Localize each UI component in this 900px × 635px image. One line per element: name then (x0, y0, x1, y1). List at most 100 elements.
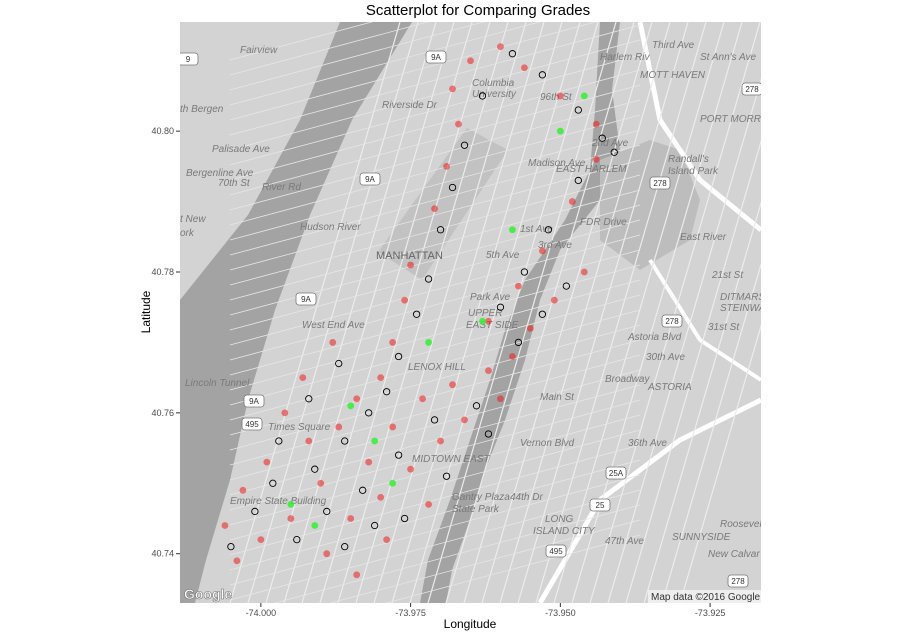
point-red (437, 437, 444, 445)
map-label: Madison Ave (528, 158, 586, 169)
map-label: Gantry Plaza (452, 492, 510, 503)
point-black (365, 409, 373, 417)
map-label: t New (180, 214, 206, 225)
scatter-points (221, 43, 618, 579)
street-line (229, 189, 641, 301)
map-label: 44th Dr (510, 492, 543, 503)
route-shield-bg (727, 574, 749, 588)
street-line (247, 22, 419, 603)
point-green (371, 437, 379, 445)
point-red (347, 515, 355, 522)
point-black (323, 507, 331, 516)
map-label: LONG (545, 514, 574, 525)
point-black (311, 465, 319, 473)
route-shield-bg (243, 394, 265, 408)
street-line (229, 39, 641, 151)
map-label: State Park (452, 504, 500, 515)
street-line (229, 234, 641, 346)
street-line (229, 69, 641, 181)
street-line (385, 534, 641, 603)
map-label: LENOX HILL (408, 362, 466, 373)
map-label: University (472, 89, 517, 100)
street-line (229, 249, 641, 361)
map-label: 2nd Ave (591, 138, 629, 149)
street-line (535, 22, 707, 603)
point-red (592, 155, 600, 163)
route-shield: 278 (661, 314, 683, 328)
route-shield: 278 (727, 574, 749, 588)
route-shield-bg (359, 172, 381, 186)
point-red (449, 381, 456, 389)
central-park (378, 128, 508, 280)
route-shield-bg (661, 314, 683, 328)
point-red (263, 458, 271, 466)
point-black (442, 472, 451, 480)
street-line (319, 22, 491, 603)
street-line (499, 22, 671, 603)
route-shield-label: 25 (596, 501, 605, 510)
point-black (424, 275, 433, 283)
route-shield-label: 9 (186, 55, 191, 64)
map-label: Park Ave (470, 292, 510, 303)
point-red (377, 493, 385, 501)
hudson-river (180, 22, 412, 603)
point-red (497, 43, 504, 51)
street-line (373, 22, 545, 603)
map-label: Riverside Dr (382, 100, 438, 111)
street-line (229, 324, 641, 436)
point-green (509, 226, 516, 234)
route-shield-bg (605, 466, 627, 480)
street-line (481, 22, 653, 603)
point-black (371, 521, 379, 530)
point-red (407, 465, 415, 473)
map-label: 5th Ave (486, 250, 520, 261)
map-label: 47th Ave (605, 536, 644, 547)
point-black (610, 148, 618, 156)
point-red (365, 458, 373, 466)
highway (637, 22, 761, 232)
point-red (221, 522, 229, 529)
map-label: Vernon Blvd (520, 438, 575, 449)
point-red (467, 57, 474, 65)
point-red (485, 317, 492, 325)
point-red (568, 198, 576, 205)
point-red (239, 486, 247, 494)
point-black (562, 282, 570, 290)
point-green (347, 402, 355, 410)
point-black (394, 352, 403, 361)
point-black (538, 71, 547, 79)
point-red (538, 247, 546, 255)
map-label: West End Ave (302, 320, 365, 331)
map-label: MIDTOWN EAST (412, 454, 490, 465)
map-label: Astoria Blvd (627, 332, 682, 343)
map-label: Palisade Ave (212, 144, 270, 155)
point-red (389, 423, 397, 431)
street-line (229, 219, 641, 331)
route-shield-label: 9A (301, 295, 311, 304)
y-axis-title: Latitude (139, 290, 153, 333)
street-line (463, 22, 635, 603)
route-shield: 25 (589, 498, 611, 512)
map-label: 1st Ave (520, 224, 553, 235)
point-black (508, 50, 517, 58)
street-line (517, 22, 689, 603)
x-tick-label: -74.000 (246, 608, 277, 618)
street-line (229, 99, 641, 211)
point-black (227, 543, 235, 551)
point-black (598, 134, 606, 142)
street-line (229, 384, 641, 496)
route-shield-bg (649, 176, 671, 190)
point-black (400, 514, 409, 523)
point-red (521, 64, 528, 72)
map-label: Roosevelt (720, 519, 766, 530)
point-red (485, 367, 492, 374)
street-line (229, 24, 641, 136)
point-red (317, 479, 325, 487)
map-label: Empire State Building (230, 496, 327, 507)
map-label: 3rd Ave (538, 240, 572, 251)
point-red (556, 92, 564, 100)
street-line (409, 22, 581, 603)
street-line (229, 22, 401, 603)
point-black (574, 106, 582, 114)
